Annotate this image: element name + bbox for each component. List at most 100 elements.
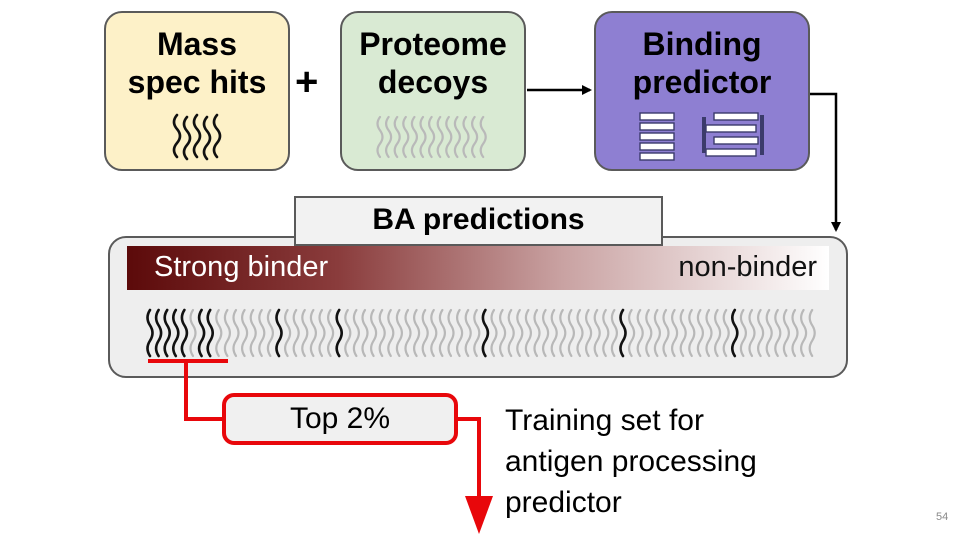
ranked-peptide-grey-icon [309, 308, 317, 358]
ranked-peptide-grey-icon [516, 308, 524, 358]
decoy-peptide-icon [419, 115, 427, 159]
ranked-peptide-grey-icon [490, 308, 498, 358]
top-percent-box: Top 2% [222, 393, 458, 445]
ranked-peptide-grey-icon [344, 308, 352, 358]
mass-spec-hits-box: Mass spec hits [104, 11, 290, 171]
ranked-peptide-grey-icon [628, 308, 636, 358]
ranked-peptide-grey-icon [610, 308, 618, 358]
predictor-line-1: Binding [642, 26, 762, 62]
ranked-peptide-grey-icon [602, 308, 610, 358]
ranked-peptide-grey-icon [748, 308, 756, 358]
ranked-peptide-grey-icon [361, 308, 369, 358]
ranked-peptide-grey-icon [473, 308, 481, 358]
predictor-line-2: predictor [632, 64, 772, 100]
ranked-peptide-grey-icon [593, 308, 601, 358]
ranked-peptide-grey-icon [636, 308, 644, 358]
page-number: 54 [936, 511, 949, 523]
binder-gradient-bar: Strong binder non-binder [127, 246, 829, 290]
decoy-peptide-icon [471, 115, 479, 159]
decoy-peptide-icon [428, 115, 436, 159]
training-arrow-shaft [458, 417, 481, 498]
decoy-peptide-icon [453, 115, 461, 159]
proteome-decoys-label: Proteome decoys [342, 25, 524, 101]
ranked-peptide-grey-icon [395, 308, 403, 358]
ranked-peptide-grey-icon [774, 308, 782, 358]
decoy-peptide-icon [402, 115, 410, 159]
ranked-peptide-black-icon [731, 308, 739, 358]
ranked-peptide-grey-icon [456, 308, 464, 358]
ranked-peptide-grey-icon [722, 308, 730, 358]
ranked-peptide-grey-icon [714, 308, 722, 358]
ranked-peptide-black-icon [206, 308, 214, 358]
decoy-peptide-icon [436, 115, 444, 159]
ranked-peptides-row [146, 308, 816, 358]
ranked-peptide-grey-icon [550, 308, 558, 358]
ranked-peptide-grey-icon [542, 308, 550, 358]
non-binder-label: non-binder [678, 251, 817, 283]
ranked-peptide-grey-icon [378, 308, 386, 358]
training-line-3: predictor [505, 486, 622, 519]
ranked-peptide-grey-icon [567, 308, 575, 358]
ranked-peptide-black-icon [180, 308, 189, 358]
ranked-peptide-grey-icon [438, 308, 446, 358]
decoy-peptide-icon [385, 115, 393, 159]
ranked-peptide-black-icon [619, 308, 627, 358]
ranked-peptide-grey-icon [559, 308, 567, 358]
ranked-peptide-grey-icon [533, 308, 541, 358]
ranked-peptide-grey-icon [464, 308, 472, 358]
decoys-line-1: Proteome [359, 26, 507, 62]
ranked-peptide-grey-icon [696, 308, 704, 358]
ranked-peptide-grey-icon [757, 308, 765, 358]
plus-sign: + [295, 60, 319, 104]
ranked-peptide-grey-icon [421, 308, 429, 358]
ranked-peptide-grey-icon [215, 308, 223, 358]
ranked-peptide-grey-icon [808, 308, 816, 358]
neural-network-icon [639, 112, 764, 161]
ranked-peptide-grey-icon [800, 308, 808, 358]
ranked-peptide-grey-icon [645, 308, 653, 358]
training-line-1: Training set for [505, 404, 704, 437]
ranked-peptide-grey-icon [327, 308, 335, 358]
binding-predictor-label: Binding predictor [596, 25, 808, 101]
ranked-peptide-grey-icon [679, 308, 687, 358]
decoy-peptide-icon [410, 115, 418, 159]
training-set-text: Training set for antigen processing pred… [505, 400, 835, 523]
ranked-peptide-grey-icon [447, 308, 455, 358]
ranked-peptide-grey-icon [662, 308, 670, 358]
ranked-peptide-black-icon [335, 308, 343, 358]
ranked-peptide-grey-icon [249, 308, 257, 358]
ranked-peptide-grey-icon [507, 308, 515, 358]
ranked-peptide-grey-icon [232, 308, 240, 358]
arrow-predictor-to-ba [810, 92, 841, 232]
decoy-peptide-icon [393, 115, 401, 159]
strong-binder-label: Strong binder [154, 251, 329, 283]
ranked-peptide-black-icon [146, 308, 154, 358]
ranked-peptide-grey-icon [318, 308, 326, 358]
ranked-peptide-grey-icon [739, 308, 747, 358]
decoy-peptide-icon [479, 115, 487, 159]
ranked-peptide-grey-icon [765, 308, 773, 358]
peptide-squiggles-icon [172, 113, 222, 161]
decoy-peptide-icon [376, 115, 384, 159]
ranked-peptide-grey-icon [241, 308, 249, 358]
ranked-peptide-black-icon [481, 308, 490, 358]
ranked-peptide-grey-icon [189, 308, 197, 358]
ranked-peptide-grey-icon [430, 308, 438, 358]
ranked-peptide-grey-icon [524, 308, 532, 358]
ranked-peptide-black-icon [163, 308, 171, 358]
ranked-peptide-grey-icon [301, 308, 309, 358]
ranked-peptide-grey-icon [705, 308, 713, 358]
decoys-line-2: decoys [377, 64, 489, 100]
ranked-peptide-grey-icon [413, 308, 421, 358]
selection-connector [184, 361, 222, 421]
training-line-2: antigen processing [505, 445, 757, 478]
ranked-peptide-grey-icon [284, 308, 292, 358]
ranked-peptide-grey-icon [223, 308, 231, 358]
mass-spec-hits-label: Mass spec hits [106, 25, 288, 101]
ranked-peptide-grey-icon [370, 308, 378, 358]
ranked-peptide-grey-icon [585, 308, 593, 358]
ranked-peptide-black-icon [172, 308, 180, 358]
ranked-peptide-black-icon [154, 308, 163, 358]
